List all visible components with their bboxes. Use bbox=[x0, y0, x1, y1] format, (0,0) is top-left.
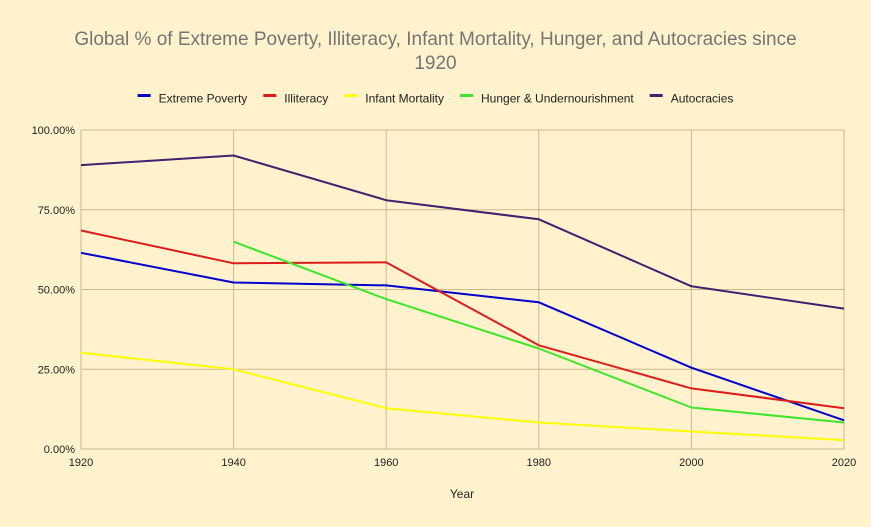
legend-item-illiteracy: Illiteracy bbox=[263, 92, 328, 106]
legend-swatch bbox=[344, 94, 358, 97]
legend-label: Infant Mortality bbox=[365, 92, 444, 106]
y-tick-label: 50.00% bbox=[38, 285, 76, 297]
chart-title-line-1: Global % of Extreme Poverty, Illiteracy,… bbox=[74, 29, 796, 50]
legend-swatch bbox=[263, 94, 277, 97]
legend-swatch bbox=[137, 94, 151, 97]
x-tick-label: 1980 bbox=[527, 457, 551, 469]
legend-label: Hunger & Undernourishment bbox=[481, 92, 634, 106]
grid bbox=[80, 129, 845, 450]
legend-label: Illiteracy bbox=[284, 92, 328, 106]
x-tick-label: 2020 bbox=[832, 457, 856, 469]
x-tick-label: 1920 bbox=[69, 457, 93, 469]
y-tick-label: 0.00% bbox=[44, 444, 75, 456]
x-axis-title: Year bbox=[450, 487, 474, 501]
legend-label: Extreme Poverty bbox=[159, 92, 248, 106]
legend-item-autocracies: Autocracies bbox=[649, 92, 734, 106]
x-tick-label: 1940 bbox=[221, 457, 245, 469]
legend-swatch bbox=[649, 94, 663, 97]
legend-item-extreme-poverty: Extreme Poverty bbox=[137, 92, 248, 106]
y-axis-ticks: 0.00% 25.00% 50.00% 75.00% 100.00% bbox=[32, 125, 76, 456]
series-line-infant-mortality bbox=[80, 351, 845, 442]
series-line-hunger-and-undernourishment bbox=[233, 240, 845, 424]
legend-swatch bbox=[460, 94, 473, 97]
y-tick-label: 75.00% bbox=[38, 205, 76, 217]
legend-item-hunger-and-undernourishment: Hunger & Undernourishment bbox=[460, 92, 634, 106]
series-line-extreme-poverty bbox=[80, 251, 845, 422]
y-tick-label: 25.00% bbox=[38, 364, 76, 376]
chart-title-line-2: 1920 bbox=[414, 53, 456, 74]
x-axis-ticks: 1920 1940 1960 1980 2000 2020 bbox=[69, 457, 856, 469]
legend-label: Autocracies bbox=[671, 92, 734, 106]
series-line-illiteracy bbox=[80, 229, 845, 410]
series-lines bbox=[80, 154, 845, 442]
y-tick-label: 100.00% bbox=[32, 125, 76, 137]
series-line-autocracies bbox=[80, 154, 845, 310]
x-tick-label: 1960 bbox=[374, 457, 398, 469]
legend: Extreme Poverty Illiteracy Infant Mortalit… bbox=[137, 92, 734, 106]
x-tick-label: 2000 bbox=[679, 457, 703, 469]
legend-item-infant-mortality: Infant Mortality bbox=[344, 92, 444, 106]
